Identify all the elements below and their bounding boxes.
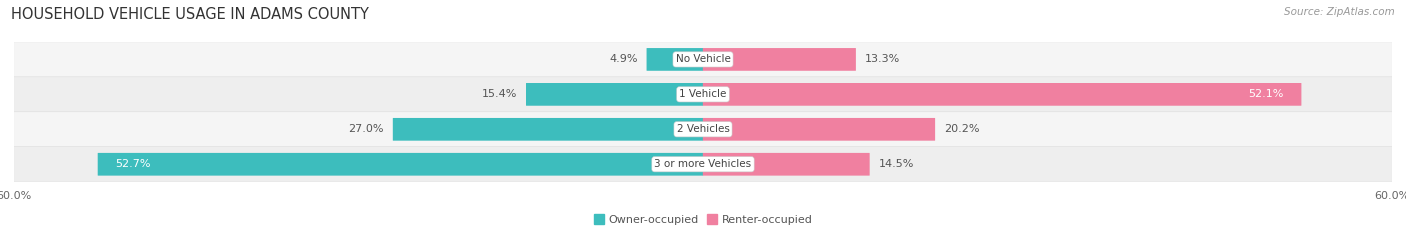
Text: 14.5%: 14.5% (879, 159, 914, 169)
FancyBboxPatch shape (703, 118, 935, 141)
Text: 20.2%: 20.2% (945, 124, 980, 134)
Text: 52.1%: 52.1% (1249, 89, 1284, 99)
Text: 4.9%: 4.9% (609, 55, 637, 64)
FancyBboxPatch shape (14, 147, 1392, 182)
Text: 3 or more Vehicles: 3 or more Vehicles (654, 159, 752, 169)
Text: Source: ZipAtlas.com: Source: ZipAtlas.com (1284, 7, 1395, 17)
Text: 2 Vehicles: 2 Vehicles (676, 124, 730, 134)
Text: HOUSEHOLD VEHICLE USAGE IN ADAMS COUNTY: HOUSEHOLD VEHICLE USAGE IN ADAMS COUNTY (11, 7, 370, 22)
Text: 52.7%: 52.7% (115, 159, 150, 169)
FancyBboxPatch shape (14, 77, 1392, 112)
FancyBboxPatch shape (526, 83, 703, 106)
FancyBboxPatch shape (392, 118, 703, 141)
Text: 15.4%: 15.4% (482, 89, 517, 99)
FancyBboxPatch shape (647, 48, 703, 71)
FancyBboxPatch shape (14, 112, 1392, 147)
Text: 1 Vehicle: 1 Vehicle (679, 89, 727, 99)
FancyBboxPatch shape (703, 153, 870, 176)
Text: No Vehicle: No Vehicle (675, 55, 731, 64)
Legend: Owner-occupied, Renter-occupied: Owner-occupied, Renter-occupied (589, 210, 817, 229)
FancyBboxPatch shape (14, 42, 1392, 77)
FancyBboxPatch shape (97, 153, 703, 176)
Text: 13.3%: 13.3% (865, 55, 900, 64)
Text: 27.0%: 27.0% (349, 124, 384, 134)
FancyBboxPatch shape (703, 83, 1302, 106)
FancyBboxPatch shape (703, 48, 856, 71)
